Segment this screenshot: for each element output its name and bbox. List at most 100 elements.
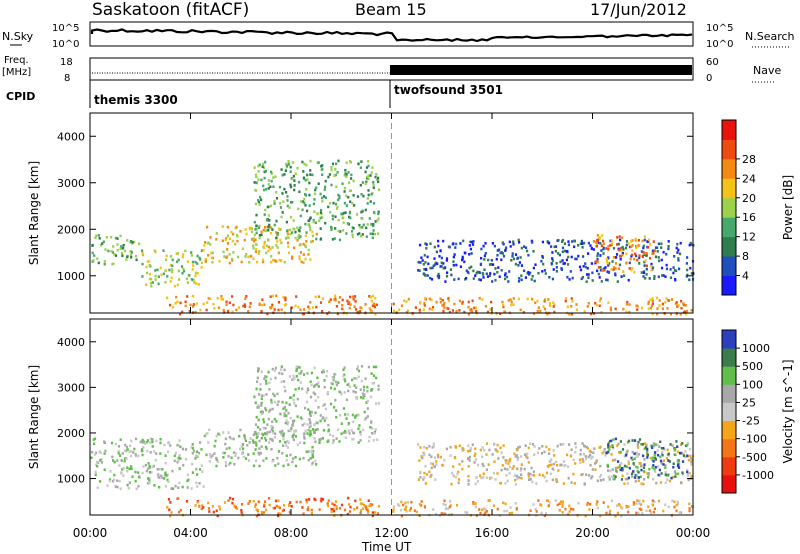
- echo-cell: [376, 512, 379, 515]
- echo-cell: [315, 305, 318, 309]
- echo-cell: [371, 382, 374, 385]
- echo-cell: [372, 302, 375, 306]
- echo-cell: [444, 266, 447, 269]
- echo-cell: [99, 451, 102, 455]
- echo-cell: [676, 460, 679, 463]
- echo-cell: [567, 465, 570, 468]
- echo-cell: [206, 432, 209, 435]
- echo-cell: [333, 237, 336, 240]
- echo-cell: [438, 255, 441, 258]
- echo-cell: [200, 249, 203, 252]
- echo-cell: [568, 504, 571, 508]
- echo-cell: [487, 499, 490, 502]
- echo-cell: [234, 454, 237, 458]
- echo-cell: [233, 463, 236, 466]
- echo-cell: [369, 503, 372, 506]
- echo-cell: [228, 446, 231, 450]
- echo-cell: [309, 258, 312, 261]
- echo-cell: [581, 442, 584, 445]
- echo-cell: [561, 238, 564, 242]
- echo-cell: [455, 475, 458, 479]
- echo-cell: [361, 226, 364, 229]
- echo-cell: [336, 428, 340, 431]
- echo-cell: [321, 297, 324, 300]
- echo-cell: [619, 440, 622, 443]
- echo-cell: [312, 218, 315, 222]
- echo-cell: [155, 452, 158, 455]
- echo-cell: [291, 460, 294, 464]
- echo-cell: [625, 240, 629, 243]
- echo-cell: [662, 274, 665, 277]
- echo-cell: [275, 244, 278, 247]
- echo-cell: [418, 308, 421, 312]
- echo-cell: [485, 468, 488, 471]
- echo-cell: [429, 242, 432, 245]
- echo-cell: [607, 469, 610, 472]
- echo-cell: [627, 278, 630, 282]
- echo-cell: [317, 395, 320, 399]
- echo-cell: [618, 235, 621, 238]
- echo-cell: [619, 254, 622, 258]
- echo-cell: [448, 505, 451, 509]
- echo-cell: [181, 271, 184, 275]
- echo-cell: [486, 275, 490, 278]
- echo-cell: [512, 297, 515, 300]
- echo-cell: [340, 503, 344, 507]
- echo-cell: [654, 466, 657, 469]
- echo-cell: [282, 200, 285, 203]
- echo-cell: [169, 444, 172, 447]
- echo-cell: [636, 258, 639, 262]
- echo-cell: [294, 456, 297, 459]
- echo-cell: [371, 432, 374, 435]
- freq-unit: [MHz]: [2, 67, 31, 78]
- echo-cell: [211, 454, 214, 457]
- echo-cell: [444, 503, 447, 507]
- echo-cell: [277, 514, 280, 518]
- echo-cell: [277, 400, 280, 403]
- echo-cell: [561, 500, 564, 503]
- echo-cell: [128, 450, 131, 453]
- echo-cell: [583, 483, 586, 486]
- echo-cell: [227, 463, 231, 466]
- echo-cell: [667, 299, 670, 302]
- echo-cell: [311, 455, 315, 459]
- echo-cell: [409, 506, 413, 510]
- echo-cell: [111, 251, 114, 254]
- echo-cell: [298, 229, 301, 233]
- echo-cell: [293, 246, 296, 250]
- echo-cell: [602, 252, 605, 255]
- echo-cell: [376, 232, 380, 235]
- echo-cell: [326, 369, 329, 373]
- echo-cell: [653, 500, 656, 503]
- echo-cell: [612, 256, 615, 259]
- echo-cell: [223, 311, 226, 314]
- echo-cell: [635, 304, 638, 308]
- echo-cell: [567, 263, 570, 266]
- echo-cell: [304, 234, 307, 238]
- echo-cell: [165, 258, 168, 261]
- echo-cell: [638, 499, 641, 503]
- echo-cell: [422, 476, 426, 480]
- echo-cell: [116, 237, 119, 240]
- echo-cell: [296, 226, 299, 229]
- echo-cell: [570, 255, 573, 259]
- echo-cell: [478, 508, 481, 511]
- echo-cell: [596, 257, 599, 261]
- echo-cell: [359, 433, 362, 436]
- echo-cell: [488, 263, 492, 266]
- colorbar-tick-label: -500: [742, 451, 767, 464]
- echo-cell: [327, 499, 330, 502]
- echo-cell: [231, 501, 234, 505]
- echo-cell: [663, 448, 666, 451]
- echo-cell: [588, 474, 591, 477]
- echo-cell: [669, 268, 672, 271]
- echo-cell: [367, 189, 370, 192]
- echo-cell: [335, 380, 338, 384]
- echo-cell: [649, 243, 652, 246]
- echo-cell: [171, 264, 174, 268]
- echo-cell: [348, 181, 351, 185]
- echo-cell: [548, 452, 551, 455]
- echo-cell: [689, 456, 693, 460]
- echo-cell: [466, 511, 469, 515]
- echo-cell: [493, 460, 496, 463]
